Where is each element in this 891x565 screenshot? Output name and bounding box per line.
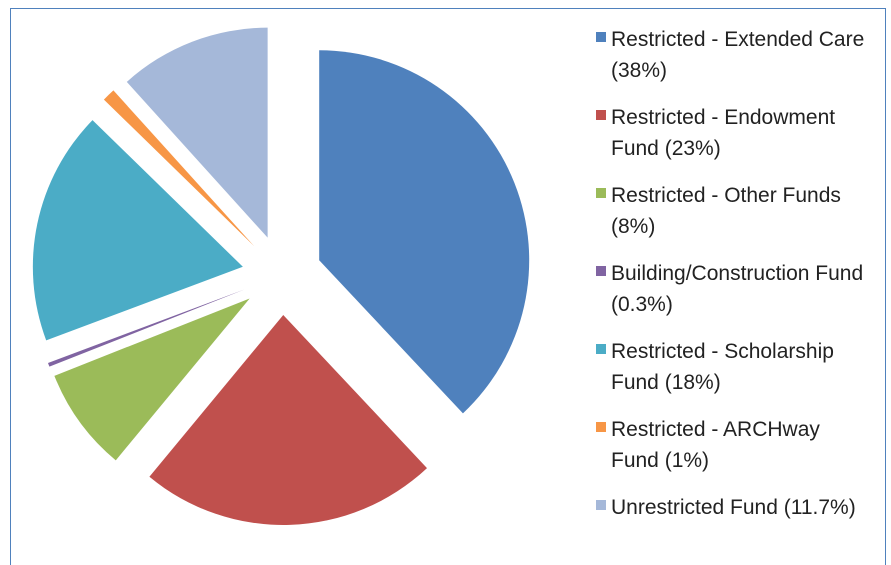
legend-item: Restricted - Scholarship Fund (18%) — [596, 336, 873, 398]
legend-swatch — [596, 344, 606, 354]
legend-item: Restricted - Other Funds (8%) — [596, 180, 873, 242]
pie-slice — [103, 90, 255, 247]
legend-swatch — [596, 266, 606, 276]
legend-swatch — [596, 110, 606, 120]
legend-label: Building/Construction Fund (0.3%) — [611, 262, 864, 316]
pie-slice — [149, 314, 428, 525]
legend-label: Restricted - ARCHway Fund (1%) — [611, 418, 820, 472]
legend: Restricted - Extended Care (38%) Restrict… — [596, 24, 886, 539]
legend-label: Restricted - Other Funds (8%) — [611, 184, 841, 238]
pie-slice — [54, 298, 250, 461]
legend-item: Building/Construction Fund (0.3%) — [596, 258, 873, 320]
legend-item: Restricted - ARCHway Fund (1%) — [596, 414, 873, 476]
legend-label: Restricted - Extended Care (38%) — [611, 28, 865, 82]
legend-label: Restricted - Scholarship Fund (18%) — [611, 340, 834, 394]
legend-swatch — [596, 188, 606, 198]
legend-swatch — [596, 32, 606, 42]
frame — [10, 8, 886, 565]
pie-slice — [319, 50, 530, 414]
legend-swatch — [596, 422, 606, 432]
legend-label: Unrestricted Fund (11.7%) — [611, 496, 856, 519]
legend-item: Restricted - Extended Care (38%) — [596, 24, 873, 86]
pie-slice — [47, 289, 245, 367]
legend-item: Restricted - Endowment Fund (23%) — [596, 102, 873, 164]
pie-slice — [126, 27, 268, 238]
legend-label: Restricted - Endowment Fund (23%) — [611, 106, 836, 160]
legend-item: Unrestricted Fund (11.7%) — [596, 492, 873, 523]
pie-slice — [32, 120, 243, 341]
legend-swatch — [596, 500, 606, 510]
